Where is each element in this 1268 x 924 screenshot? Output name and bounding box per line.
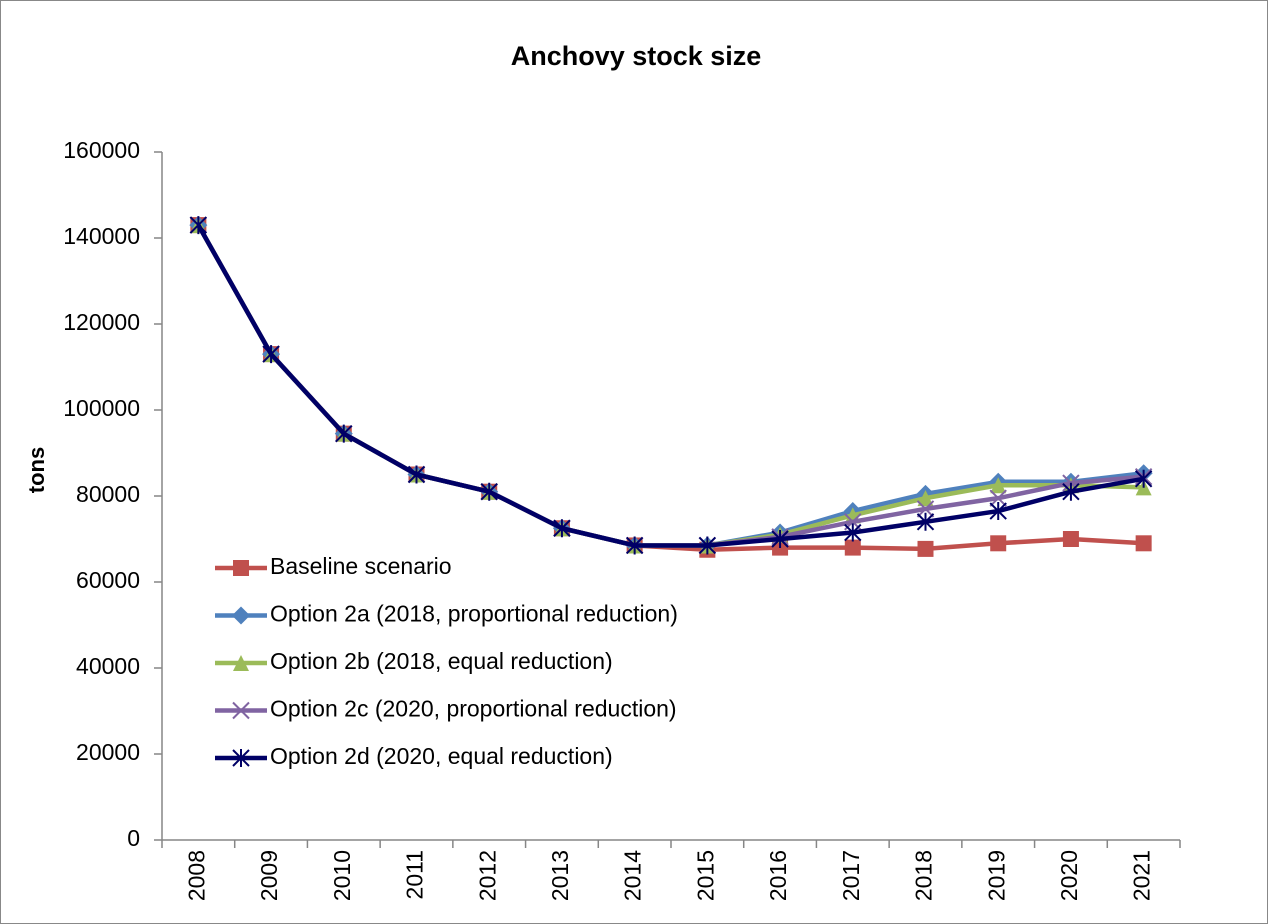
legend-label: Option 2b (2018, equal reduction) (270, 648, 613, 674)
y-tick-label: 40000 (76, 653, 140, 679)
marker (189, 216, 208, 235)
marker (262, 345, 280, 364)
x-tick-label: 2020 (1056, 850, 1082, 901)
y-axis-label: tons (24, 447, 49, 493)
marker (771, 530, 789, 548)
legend-label: Baseline scenario (270, 553, 452, 579)
x-tick-label: 2018 (911, 850, 937, 901)
x-tick-label: 2014 (620, 850, 646, 901)
y-tick-label: 140000 (63, 223, 140, 249)
marker (1135, 535, 1152, 552)
marker (1062, 482, 1080, 501)
marker (553, 519, 571, 538)
marker (917, 540, 934, 557)
marker (916, 500, 935, 518)
marker (625, 536, 644, 555)
x-tick-label: 2021 (1129, 850, 1155, 901)
marker (844, 539, 861, 556)
x-tick-label: 2008 (183, 850, 209, 901)
marker (844, 523, 862, 542)
marker (916, 512, 935, 531)
marker (233, 560, 249, 576)
legend-label: Option 2d (2020, equal reduction) (270, 743, 613, 769)
legend-label: Option 2a (2018, proportional reduction) (270, 601, 678, 627)
x-tick-label: 2015 (692, 850, 718, 901)
marker (480, 482, 498, 501)
x-tick-label: 2019 (983, 850, 1009, 901)
marker (989, 502, 1007, 521)
marker (990, 477, 1007, 494)
marker (232, 701, 250, 720)
marker (407, 465, 426, 484)
x-tick-label: 2011 (402, 850, 428, 899)
x-tick-label: 2017 (838, 850, 864, 901)
marker (232, 606, 250, 625)
marker (917, 490, 934, 507)
marker (335, 424, 353, 443)
marker (233, 655, 249, 671)
y-tick-label: 80000 (76, 481, 140, 507)
marker (232, 749, 250, 767)
x-tick-label: 2009 (256, 850, 282, 901)
y-tick-label: 160000 (63, 137, 140, 163)
marker (990, 535, 1007, 552)
marker (989, 489, 1007, 507)
x-tick-label: 2013 (547, 850, 573, 901)
y-tick-label: 120000 (63, 309, 140, 335)
chart-title: Anchovy stock size (511, 41, 762, 71)
legend-label: Option 2c (2020, proportional reduction) (270, 696, 677, 722)
y-tick-label: 20000 (76, 739, 140, 765)
series (189, 216, 1153, 555)
marker (1062, 531, 1079, 547)
x-tick-label: 2010 (329, 850, 355, 901)
x-tick-label: 2012 (474, 850, 500, 901)
y-tick-label: 100000 (63, 395, 140, 421)
y-tick-label: 60000 (76, 567, 140, 593)
y-tick-label: 0 (127, 825, 140, 851)
marker (1134, 469, 1153, 488)
marker (698, 536, 717, 555)
x-tick-label: 2016 (765, 850, 791, 901)
line (196, 223, 1145, 548)
